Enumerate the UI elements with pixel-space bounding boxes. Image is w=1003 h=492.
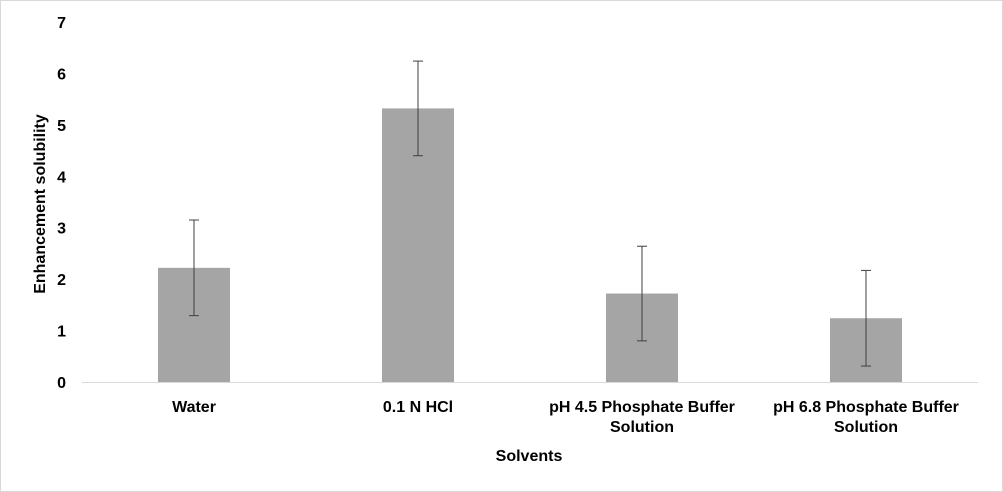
y-tick-label: 6 xyxy=(57,66,66,83)
x-tick-label-line: Water xyxy=(172,399,216,416)
x-tick-label: 0.1 N HCl xyxy=(383,399,453,416)
y-tick-label: 3 xyxy=(57,221,66,238)
x-axis-title: Solvents xyxy=(496,448,563,465)
y-axis-ticks: 0 1 2 3 4 5 6 7 xyxy=(57,15,66,392)
x-tick-label: pH 6.8 Phosphate Buffer Solution xyxy=(773,399,959,436)
y-tick-label: 7 xyxy=(57,15,66,32)
error-bar xyxy=(413,60,423,157)
x-tick-label: pH 4.5 Phosphate Buffer Solution xyxy=(549,399,735,436)
error-bars-group xyxy=(189,60,871,367)
x-axis-labels: Water 0.1 N HCl pH 4.5 Phosphate Buffer Sol… xyxy=(172,399,959,436)
x-tick-label-line: 0.1 N HCl xyxy=(383,399,453,416)
x-tick-label-line: Solution xyxy=(610,419,674,436)
x-tick-label-line: Solution xyxy=(834,419,898,436)
y-tick-label: 4 xyxy=(57,169,66,186)
y-tick-label: 5 xyxy=(57,118,66,135)
x-tick-label-line: pH 4.5 Phosphate Buffer xyxy=(549,399,735,416)
error-bar xyxy=(861,269,871,367)
x-tick-label-line: pH 6.8 Phosphate Buffer xyxy=(773,399,959,416)
y-tick-label: 2 xyxy=(57,272,66,289)
bars-group xyxy=(158,108,902,383)
y-tick-label: 0 xyxy=(57,375,66,392)
y-axis-title: Enhancement solubility xyxy=(32,114,49,294)
error-bar xyxy=(637,245,647,342)
x-tick-label: Water xyxy=(172,399,216,416)
y-tick-label: 1 xyxy=(57,324,66,341)
error-bar xyxy=(189,219,199,317)
